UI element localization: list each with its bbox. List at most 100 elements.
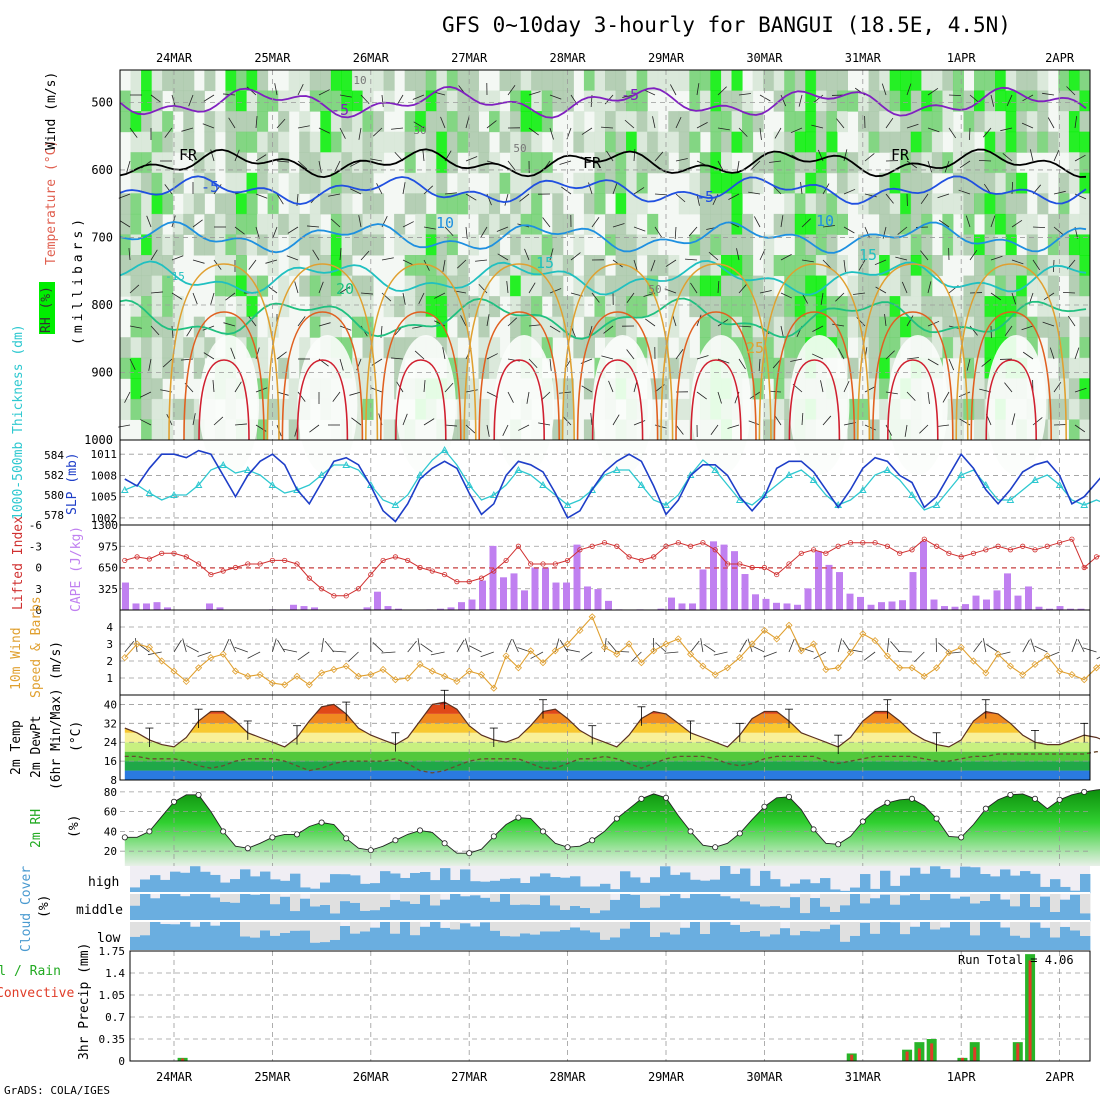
- rh-cell: [457, 357, 469, 379]
- wind10-point: [170, 667, 178, 675]
- wind-barb: [919, 424, 929, 434]
- rh-cell: [436, 234, 448, 256]
- thickness-marker: [662, 500, 670, 508]
- rh-cell: [752, 172, 764, 194]
- wind-barb: [601, 126, 614, 129]
- rh-point: [1032, 795, 1039, 802]
- rh-cell: [362, 275, 374, 297]
- wind-barb: [990, 215, 996, 228]
- contour-label: -15: [165, 270, 185, 283]
- rh-point: [687, 828, 694, 835]
- rh-cell: [436, 172, 448, 194]
- wind-barb: [318, 127, 330, 134]
- wind-barb: [736, 248, 740, 261]
- rh-cell: [879, 193, 891, 215]
- wind10-barb: [456, 639, 465, 653]
- wind-barb: [318, 322, 331, 327]
- wind-barb: [402, 413, 408, 426]
- wind10-barb: [739, 639, 748, 653]
- wind-barb: [982, 127, 992, 138]
- rh-point: [269, 834, 276, 841]
- rh-cell: [362, 378, 374, 400]
- rh-cell: [963, 152, 975, 174]
- wind-barb: [612, 414, 620, 426]
- rh-cell: [626, 70, 638, 92]
- rh-cell: [668, 275, 680, 297]
- rh-cell: [615, 131, 627, 153]
- rh-cell: [425, 70, 437, 92]
- wind-barb: [358, 127, 362, 140]
- precip-conv-bar: [917, 1048, 921, 1061]
- rh-cell: [299, 234, 311, 256]
- rh-cell: [657, 152, 669, 174]
- rh-cell: [351, 111, 363, 133]
- rh-cell: [309, 316, 321, 338]
- rh-cell: [130, 70, 142, 92]
- rh-cell: [214, 255, 226, 277]
- wind10-point: [133, 640, 141, 648]
- wind-barb: [906, 123, 919, 129]
- cape-bar: [731, 551, 738, 610]
- cape-bar: [668, 597, 675, 610]
- cloud-block: [910, 926, 921, 950]
- lifted-index-point: [946, 550, 952, 556]
- rh-cell: [415, 275, 427, 297]
- rh-cell: [278, 131, 290, 153]
- rh-cell: [510, 70, 522, 92]
- rh-cell: [910, 193, 922, 215]
- thickness-marker: [908, 490, 916, 498]
- temp2m-label: 2m Temp: [9, 720, 24, 775]
- cloud-block: [450, 929, 461, 950]
- cloud-gap: [380, 893, 391, 908]
- rh-cell: [541, 111, 553, 133]
- wind-barb: [442, 347, 446, 360]
- rh-cell: [826, 111, 838, 133]
- rh-cell: [773, 378, 785, 400]
- wind-barb: [759, 94, 771, 102]
- wind10-point: [477, 671, 486, 679]
- cloud-block: [190, 893, 201, 921]
- cloud-block: [860, 903, 871, 921]
- lifted-index-point: [798, 550, 804, 556]
- rh-cell: [636, 337, 648, 359]
- rh-cell: [552, 131, 564, 153]
- rh-cell: [299, 337, 311, 359]
- rh-cell: [931, 131, 943, 153]
- wind-barb: [465, 424, 476, 434]
- cape-bar: [941, 606, 948, 610]
- rh-cell: [531, 234, 543, 256]
- rh-cell: [689, 275, 701, 297]
- rh-cell: [520, 193, 532, 215]
- wind-barb: [780, 325, 784, 338]
- wind10-point: [391, 676, 399, 684]
- cloud-block: [700, 934, 711, 950]
- isotherm-line: [119, 259, 1087, 296]
- wind-barb: [835, 292, 845, 302]
- time-label-bottom: 28MAR: [550, 1070, 587, 1084]
- rh-cell: [193, 193, 205, 215]
- rh-cell: [868, 296, 880, 318]
- lifted-index-point: [491, 568, 497, 574]
- cape-bar: [531, 567, 539, 610]
- cloud-block: [970, 867, 981, 893]
- wind-barb: [150, 249, 158, 261]
- thickness-tick: 584: [44, 449, 64, 462]
- cloud-gap: [660, 921, 671, 933]
- wind10-point: [834, 664, 842, 672]
- wind-barb: [297, 125, 310, 129]
- rh-cell: [520, 275, 532, 297]
- wind-barb: [465, 116, 470, 129]
- wind10-barb: [332, 650, 347, 653]
- cloud-block: [580, 886, 591, 893]
- wind-barb: [736, 160, 740, 173]
- rh-cell: [141, 193, 153, 215]
- rh-cell: [204, 234, 216, 256]
- cloud-block: [660, 932, 671, 950]
- rh-cell: [647, 213, 659, 235]
- rh-cell: [573, 234, 585, 256]
- rh-cell: [309, 213, 321, 235]
- lifted-index-point: [306, 575, 312, 581]
- rh-cell: [299, 131, 311, 153]
- wind-barb: [836, 118, 845, 129]
- cloud-gap: [770, 921, 781, 935]
